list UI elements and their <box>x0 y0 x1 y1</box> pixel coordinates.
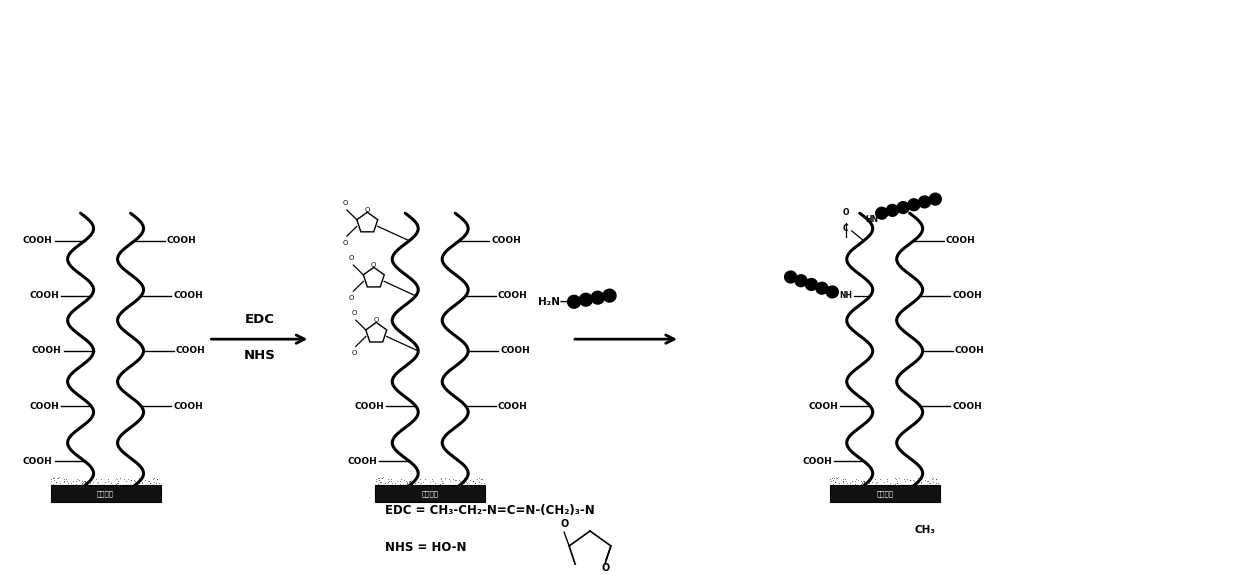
Text: NHS = HO-N: NHS = HO-N <box>385 541 467 554</box>
Text: COOH: COOH <box>501 347 530 355</box>
Text: COOH: COOH <box>498 292 528 300</box>
Text: O: O <box>348 255 354 261</box>
Text: COOH: COOH <box>809 402 839 410</box>
Text: COOH: COOH <box>30 402 59 410</box>
Text: 活性硅胶: 活性硅胶 <box>421 490 439 497</box>
Text: EDC = CH₃-CH₂-N=C=N-(CH₂)₃-N: EDC = CH₃-CH₂-N=C=N-(CH₂)₃-N <box>385 504 595 517</box>
Bar <box>830 485 939 502</box>
Text: COOH: COOH <box>30 292 59 300</box>
Text: NHS: NHS <box>244 349 275 362</box>
Text: C: C <box>843 224 849 234</box>
Text: COOH: COOH <box>22 457 52 466</box>
Text: O: O <box>374 317 379 323</box>
Text: COOH: COOH <box>354 402 384 410</box>
Text: COOH: COOH <box>952 402 981 410</box>
Circle shape <box>805 278 818 290</box>
Text: COOH: COOH <box>498 402 528 410</box>
Circle shape <box>603 289 616 302</box>
Circle shape <box>784 271 797 283</box>
Text: COOH: COOH <box>491 236 520 245</box>
Text: O: O <box>364 207 370 213</box>
Text: H₂N—: H₂N— <box>538 297 570 307</box>
Text: COOH: COOH <box>32 347 62 355</box>
Text: COOH: COOH <box>166 236 196 245</box>
Text: O: O <box>342 200 348 206</box>
Text: CH₃: CH₃ <box>914 486 935 496</box>
Circle shape <box>897 201 909 214</box>
Circle shape <box>876 207 887 219</box>
Text: COOH: COOH <box>802 457 831 466</box>
Text: EDC: EDC <box>244 313 274 327</box>
Text: O: O <box>372 262 377 268</box>
Text: O: O <box>560 519 569 529</box>
Text: O: O <box>342 240 348 246</box>
Text: O: O <box>351 350 357 356</box>
Text: O: O <box>348 295 354 301</box>
Text: COOH: COOH <box>347 457 378 466</box>
Circle shape <box>580 293 592 306</box>
Text: NH: NH <box>839 292 852 300</box>
Bar <box>51 485 161 502</box>
Text: CH₃: CH₃ <box>914 525 935 535</box>
Text: O: O <box>602 563 610 573</box>
Circle shape <box>815 282 828 294</box>
Text: COOH: COOH <box>176 347 206 355</box>
Circle shape <box>826 286 839 298</box>
Circle shape <box>567 296 581 308</box>
Text: COOH: COOH <box>173 292 203 300</box>
Circle shape <box>918 196 930 208</box>
Text: HN: HN <box>866 215 878 224</box>
Text: 活性硅胶: 活性硅胶 <box>876 490 893 497</box>
Text: COOH: COOH <box>945 236 975 245</box>
Text: COOH: COOH <box>173 402 203 410</box>
Circle shape <box>929 193 942 205</box>
Text: COOH: COOH <box>22 236 52 245</box>
Circle shape <box>908 199 919 211</box>
Circle shape <box>795 275 807 286</box>
Circle shape <box>591 291 605 304</box>
Text: COOH: COOH <box>952 292 981 300</box>
Text: 活性硅胶: 活性硅胶 <box>97 490 114 497</box>
Text: COOH: COOH <box>954 347 984 355</box>
Text: O: O <box>351 310 357 316</box>
Circle shape <box>886 204 898 216</box>
Text: O: O <box>843 208 849 217</box>
Bar <box>375 485 486 502</box>
